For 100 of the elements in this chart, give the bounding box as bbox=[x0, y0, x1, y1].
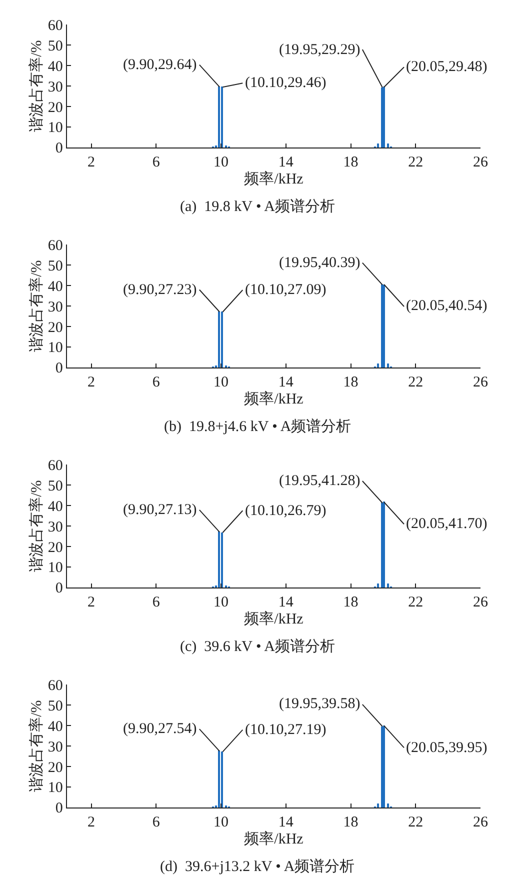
bar bbox=[218, 532, 220, 588]
x-tick-label: 26 bbox=[473, 374, 489, 391]
bar bbox=[220, 312, 223, 368]
y-tick-label: 50 bbox=[48, 478, 63, 494]
x-tick-label: 10 bbox=[214, 374, 229, 391]
annotation: (19.95,41.28) bbox=[279, 473, 360, 489]
bar bbox=[220, 86, 223, 148]
annotation: (19.95,29.29) bbox=[279, 42, 360, 58]
x-tick-label: 26 bbox=[473, 814, 489, 831]
bar bbox=[386, 584, 389, 588]
x-tick-label: 2 bbox=[88, 154, 96, 171]
annotation: (20.05,29.48) bbox=[406, 59, 488, 75]
y-tick-label: 20 bbox=[48, 100, 63, 116]
x-tick-label: 10 bbox=[214, 814, 229, 831]
y-tick-label: 0 bbox=[55, 360, 63, 377]
annotation: (9.90,27.13) bbox=[123, 502, 197, 518]
y-tick-label: 40 bbox=[48, 718, 63, 735]
y-tick-label: 10 bbox=[48, 780, 63, 796]
bar bbox=[380, 88, 383, 148]
y-tick-label: 10 bbox=[48, 120, 63, 136]
x-tick-label: 22 bbox=[408, 814, 424, 831]
annotation: (9.90,27.54) bbox=[123, 721, 197, 737]
y-axis-title: 谐波占有率/% bbox=[28, 480, 46, 572]
text: (a) 19.8 kV • A频谱分析 bbox=[180, 198, 335, 215]
bar bbox=[218, 750, 220, 808]
x-tick-label: 6 bbox=[152, 814, 160, 831]
y-tick-label: 50 bbox=[48, 698, 63, 714]
y-tick-label: 10 bbox=[48, 340, 63, 356]
y-axis-title: 谐波占有率/% bbox=[28, 700, 46, 792]
bar bbox=[386, 804, 389, 808]
y-tick-label: 0 bbox=[55, 140, 63, 157]
y-tick-label: 50 bbox=[48, 258, 63, 274]
y-tick-label: 10 bbox=[48, 560, 63, 576]
annotation: (20.05,39.95) bbox=[406, 740, 488, 756]
y-tick-label: 30 bbox=[48, 739, 63, 756]
bar bbox=[380, 284, 383, 368]
bar bbox=[220, 532, 223, 588]
x-tick-label: 18 bbox=[343, 154, 358, 171]
bar bbox=[382, 726, 385, 808]
y-tick-label: 60 bbox=[48, 458, 63, 474]
x-tick-label: 22 bbox=[408, 154, 424, 171]
y-tick-label: 30 bbox=[48, 519, 63, 536]
y-axis-title: 谐波占有率/% bbox=[28, 260, 46, 352]
y-tick-label: 0 bbox=[55, 800, 63, 817]
x-tick-label: 14 bbox=[278, 154, 294, 171]
bar bbox=[218, 312, 220, 368]
x-tick-label: 14 bbox=[278, 594, 294, 611]
x-tick-label: 22 bbox=[408, 594, 424, 611]
bar bbox=[386, 364, 389, 368]
annotation: (10.10,26.79) bbox=[245, 503, 326, 519]
x-axis-title: 频率/kHz bbox=[244, 170, 304, 188]
x-tick-label: 10 bbox=[214, 154, 229, 171]
y-tick-label: 20 bbox=[48, 540, 63, 556]
y-tick-label: 50 bbox=[48, 38, 63, 54]
x-tick-label: 6 bbox=[152, 374, 160, 391]
bar bbox=[376, 364, 379, 368]
x-tick-label: 14 bbox=[278, 374, 294, 391]
text: (d) 39.6+j13.2 kV • A频谱分析 bbox=[160, 858, 355, 875]
annotation: (10.10,27.19) bbox=[245, 722, 326, 738]
x-tick-label: 26 bbox=[473, 154, 489, 171]
y-tick-label: 30 bbox=[48, 299, 63, 316]
bar bbox=[380, 726, 383, 808]
x-axis-title: 频率/kHz bbox=[244, 830, 304, 848]
annotation: (10.10,29.46) bbox=[245, 75, 326, 91]
y-tick-label: 60 bbox=[48, 238, 63, 254]
x-tick-label: 26 bbox=[473, 594, 489, 611]
y-tick-label: 20 bbox=[48, 320, 63, 336]
x-tick-label: 14 bbox=[278, 814, 294, 831]
x-tick-label: 18 bbox=[343, 374, 358, 391]
text: (b) 19.8+j4.6 kV • A频谱分析 bbox=[164, 418, 352, 435]
bar bbox=[376, 144, 379, 148]
y-tick-label: 40 bbox=[48, 278, 63, 295]
text: (c) 39.6 kV • A频谱分析 bbox=[180, 638, 335, 655]
y-tick-label: 0 bbox=[55, 580, 63, 597]
x-tick-label: 18 bbox=[343, 594, 358, 611]
y-tick-label: 30 bbox=[48, 79, 63, 96]
bar bbox=[220, 752, 223, 808]
bar bbox=[376, 584, 379, 588]
bar bbox=[382, 86, 385, 148]
x-tick-label: 2 bbox=[88, 374, 96, 391]
annotation: (20.05,41.70) bbox=[406, 516, 488, 532]
annotation: (19.95,39.58) bbox=[279, 696, 360, 712]
y-tick-label: 20 bbox=[48, 760, 63, 776]
bar bbox=[376, 804, 379, 808]
y-tick-label: 60 bbox=[48, 678, 63, 694]
annotation: (20.05,40.54) bbox=[406, 298, 488, 314]
x-tick-label: 2 bbox=[88, 594, 96, 611]
x-tick-label: 22 bbox=[408, 374, 424, 391]
bar bbox=[218, 86, 220, 148]
x-tick-label: 2 bbox=[88, 814, 96, 831]
x-axis-title: 频率/kHz bbox=[244, 390, 304, 408]
y-tick-label: 40 bbox=[48, 498, 63, 515]
annotation: (10.10,27.09) bbox=[245, 282, 326, 298]
bar bbox=[380, 502, 383, 588]
bar bbox=[386, 144, 389, 148]
y-tick-label: 40 bbox=[48, 58, 63, 75]
x-axis-title: 频率/kHz bbox=[244, 610, 304, 628]
x-tick-label: 6 bbox=[152, 154, 160, 171]
annotation: (19.95,40.39) bbox=[279, 255, 360, 271]
x-tick-label: 6 bbox=[152, 594, 160, 611]
